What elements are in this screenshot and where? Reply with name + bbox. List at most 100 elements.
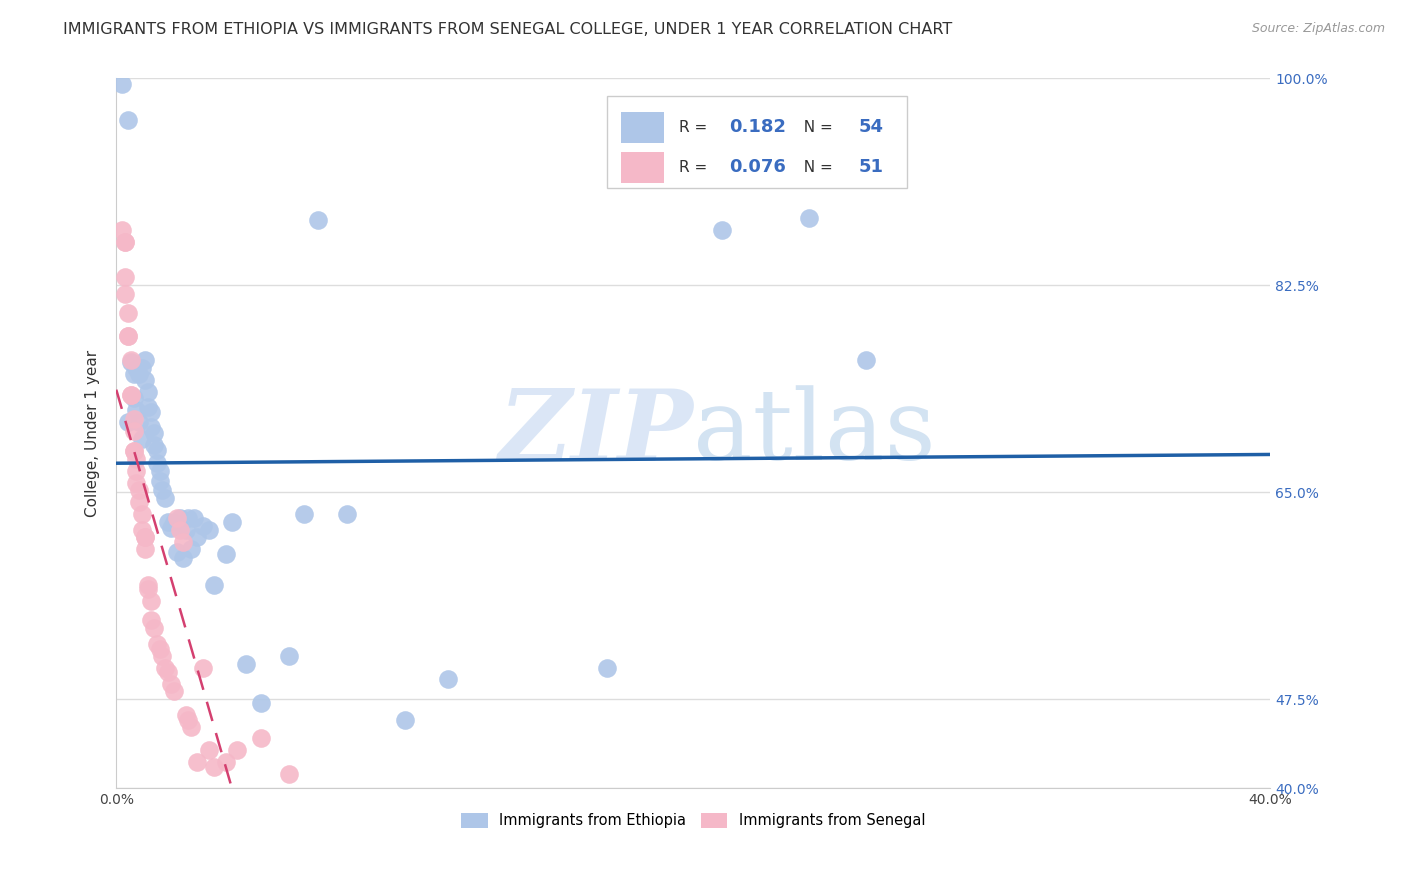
Point bbox=[148, 641, 170, 656]
Point bbox=[148, 474, 170, 488]
Point bbox=[202, 760, 225, 774]
FancyBboxPatch shape bbox=[607, 96, 907, 188]
Point bbox=[180, 542, 202, 557]
Point bbox=[131, 361, 153, 376]
Text: R =: R = bbox=[679, 120, 713, 135]
Point bbox=[139, 613, 162, 627]
Text: 0.182: 0.182 bbox=[730, 119, 786, 136]
Point bbox=[172, 535, 194, 549]
Point bbox=[128, 495, 150, 509]
Point bbox=[122, 367, 145, 381]
Point bbox=[122, 412, 145, 426]
Point bbox=[155, 491, 177, 506]
Point bbox=[191, 518, 214, 533]
Point bbox=[437, 673, 460, 687]
Point bbox=[136, 384, 159, 399]
Point bbox=[125, 475, 148, 490]
Text: N =: N = bbox=[793, 160, 838, 175]
Point bbox=[117, 306, 139, 320]
Point bbox=[235, 657, 257, 671]
Point bbox=[117, 415, 139, 429]
Point bbox=[136, 578, 159, 592]
Text: 51: 51 bbox=[858, 158, 883, 177]
Point bbox=[307, 213, 329, 227]
Text: IMMIGRANTS FROM ETHIOPIA VS IMMIGRANTS FROM SENEGAL COLLEGE, UNDER 1 YEAR CORREL: IMMIGRANTS FROM ETHIOPIA VS IMMIGRANTS F… bbox=[63, 22, 952, 37]
Point bbox=[139, 420, 162, 434]
Point bbox=[117, 329, 139, 343]
Point bbox=[177, 511, 200, 525]
Point bbox=[152, 483, 174, 497]
Point bbox=[122, 444, 145, 458]
Point bbox=[120, 353, 142, 368]
Text: 54: 54 bbox=[858, 119, 883, 136]
Point bbox=[166, 511, 188, 525]
Point bbox=[197, 524, 219, 538]
Point bbox=[152, 648, 174, 663]
Point bbox=[145, 637, 167, 651]
Point bbox=[145, 442, 167, 457]
Y-axis label: College, Under 1 year: College, Under 1 year bbox=[86, 350, 100, 516]
Point bbox=[128, 415, 150, 429]
Point bbox=[134, 542, 156, 557]
Point bbox=[855, 353, 877, 368]
Point bbox=[131, 524, 153, 538]
Point bbox=[128, 483, 150, 497]
Point bbox=[160, 677, 183, 691]
Point bbox=[142, 438, 165, 452]
Point bbox=[278, 648, 301, 663]
Point bbox=[125, 361, 148, 376]
Point bbox=[186, 755, 208, 769]
Point bbox=[157, 515, 180, 529]
Point bbox=[177, 713, 200, 727]
Point bbox=[711, 223, 734, 237]
Point bbox=[278, 767, 301, 781]
Point bbox=[596, 660, 619, 674]
Point bbox=[111, 223, 134, 237]
FancyBboxPatch shape bbox=[620, 112, 665, 143]
Point bbox=[142, 426, 165, 441]
Point bbox=[215, 547, 238, 561]
Point bbox=[114, 270, 136, 285]
Point bbox=[131, 432, 153, 446]
Point bbox=[174, 524, 197, 538]
Text: ZIP: ZIP bbox=[498, 385, 693, 482]
Point bbox=[202, 578, 225, 592]
Point bbox=[117, 112, 139, 127]
Point bbox=[183, 511, 205, 525]
Point bbox=[797, 211, 820, 225]
Point bbox=[114, 235, 136, 249]
Point bbox=[122, 424, 145, 438]
Text: Source: ZipAtlas.com: Source: ZipAtlas.com bbox=[1251, 22, 1385, 36]
Point bbox=[120, 355, 142, 369]
FancyBboxPatch shape bbox=[620, 152, 665, 183]
Point bbox=[139, 405, 162, 419]
Point bbox=[155, 660, 177, 674]
Point bbox=[172, 550, 194, 565]
Text: atlas: atlas bbox=[693, 385, 936, 481]
Point bbox=[139, 594, 162, 608]
Point bbox=[134, 373, 156, 387]
Point bbox=[145, 456, 167, 470]
Point bbox=[226, 743, 249, 757]
Point bbox=[120, 388, 142, 402]
Point bbox=[180, 720, 202, 734]
Point bbox=[142, 622, 165, 636]
Point bbox=[191, 660, 214, 674]
Point bbox=[221, 515, 243, 529]
Point bbox=[394, 713, 416, 727]
Point bbox=[125, 402, 148, 417]
Point bbox=[131, 507, 153, 521]
Text: 0.076: 0.076 bbox=[730, 158, 786, 177]
Point bbox=[128, 367, 150, 381]
Point bbox=[160, 521, 183, 535]
Point bbox=[120, 388, 142, 402]
Point bbox=[114, 235, 136, 249]
Point bbox=[125, 464, 148, 478]
Point bbox=[174, 707, 197, 722]
Point bbox=[157, 665, 180, 680]
Point bbox=[125, 452, 148, 467]
Point bbox=[136, 582, 159, 597]
Point bbox=[122, 444, 145, 458]
Point bbox=[134, 530, 156, 544]
Text: R =: R = bbox=[679, 160, 713, 175]
